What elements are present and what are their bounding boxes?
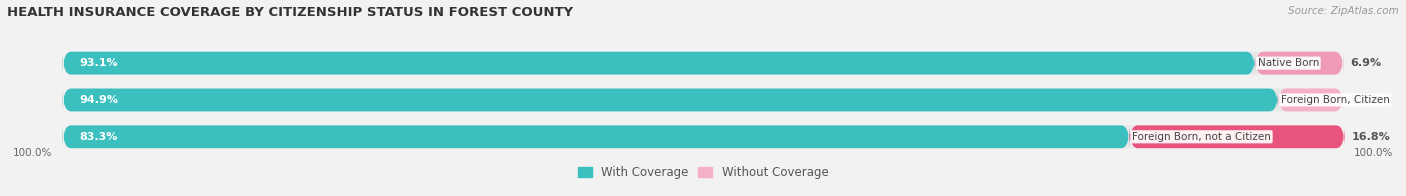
Text: 6.9%: 6.9% bbox=[1350, 58, 1381, 68]
Text: Native Born: Native Born bbox=[1258, 58, 1319, 68]
FancyBboxPatch shape bbox=[1129, 125, 1344, 148]
FancyBboxPatch shape bbox=[63, 89, 1343, 111]
FancyBboxPatch shape bbox=[63, 52, 1343, 74]
FancyBboxPatch shape bbox=[63, 125, 1343, 148]
Text: Foreign Born, Citizen: Foreign Born, Citizen bbox=[1281, 95, 1389, 105]
FancyBboxPatch shape bbox=[1278, 89, 1343, 111]
Text: 16.8%: 16.8% bbox=[1351, 132, 1391, 142]
Text: HEALTH INSURANCE COVERAGE BY CITIZENSHIP STATUS IN FOREST COUNTY: HEALTH INSURANCE COVERAGE BY CITIZENSHIP… bbox=[7, 6, 574, 19]
Text: 100.0%: 100.0% bbox=[13, 148, 52, 158]
FancyBboxPatch shape bbox=[63, 52, 1256, 74]
Text: 100.0%: 100.0% bbox=[1354, 148, 1393, 158]
FancyBboxPatch shape bbox=[63, 89, 1278, 111]
FancyBboxPatch shape bbox=[1256, 52, 1343, 74]
Text: Foreign Born, not a Citizen: Foreign Born, not a Citizen bbox=[1132, 132, 1271, 142]
Text: 5.1%: 5.1% bbox=[1350, 95, 1381, 105]
Text: Source: ZipAtlas.com: Source: ZipAtlas.com bbox=[1288, 6, 1399, 16]
Text: 94.9%: 94.9% bbox=[79, 95, 118, 105]
Legend: With Coverage, Without Coverage: With Coverage, Without Coverage bbox=[575, 164, 831, 181]
Text: 83.3%: 83.3% bbox=[79, 132, 118, 142]
Text: 93.1%: 93.1% bbox=[79, 58, 118, 68]
FancyBboxPatch shape bbox=[63, 125, 1129, 148]
